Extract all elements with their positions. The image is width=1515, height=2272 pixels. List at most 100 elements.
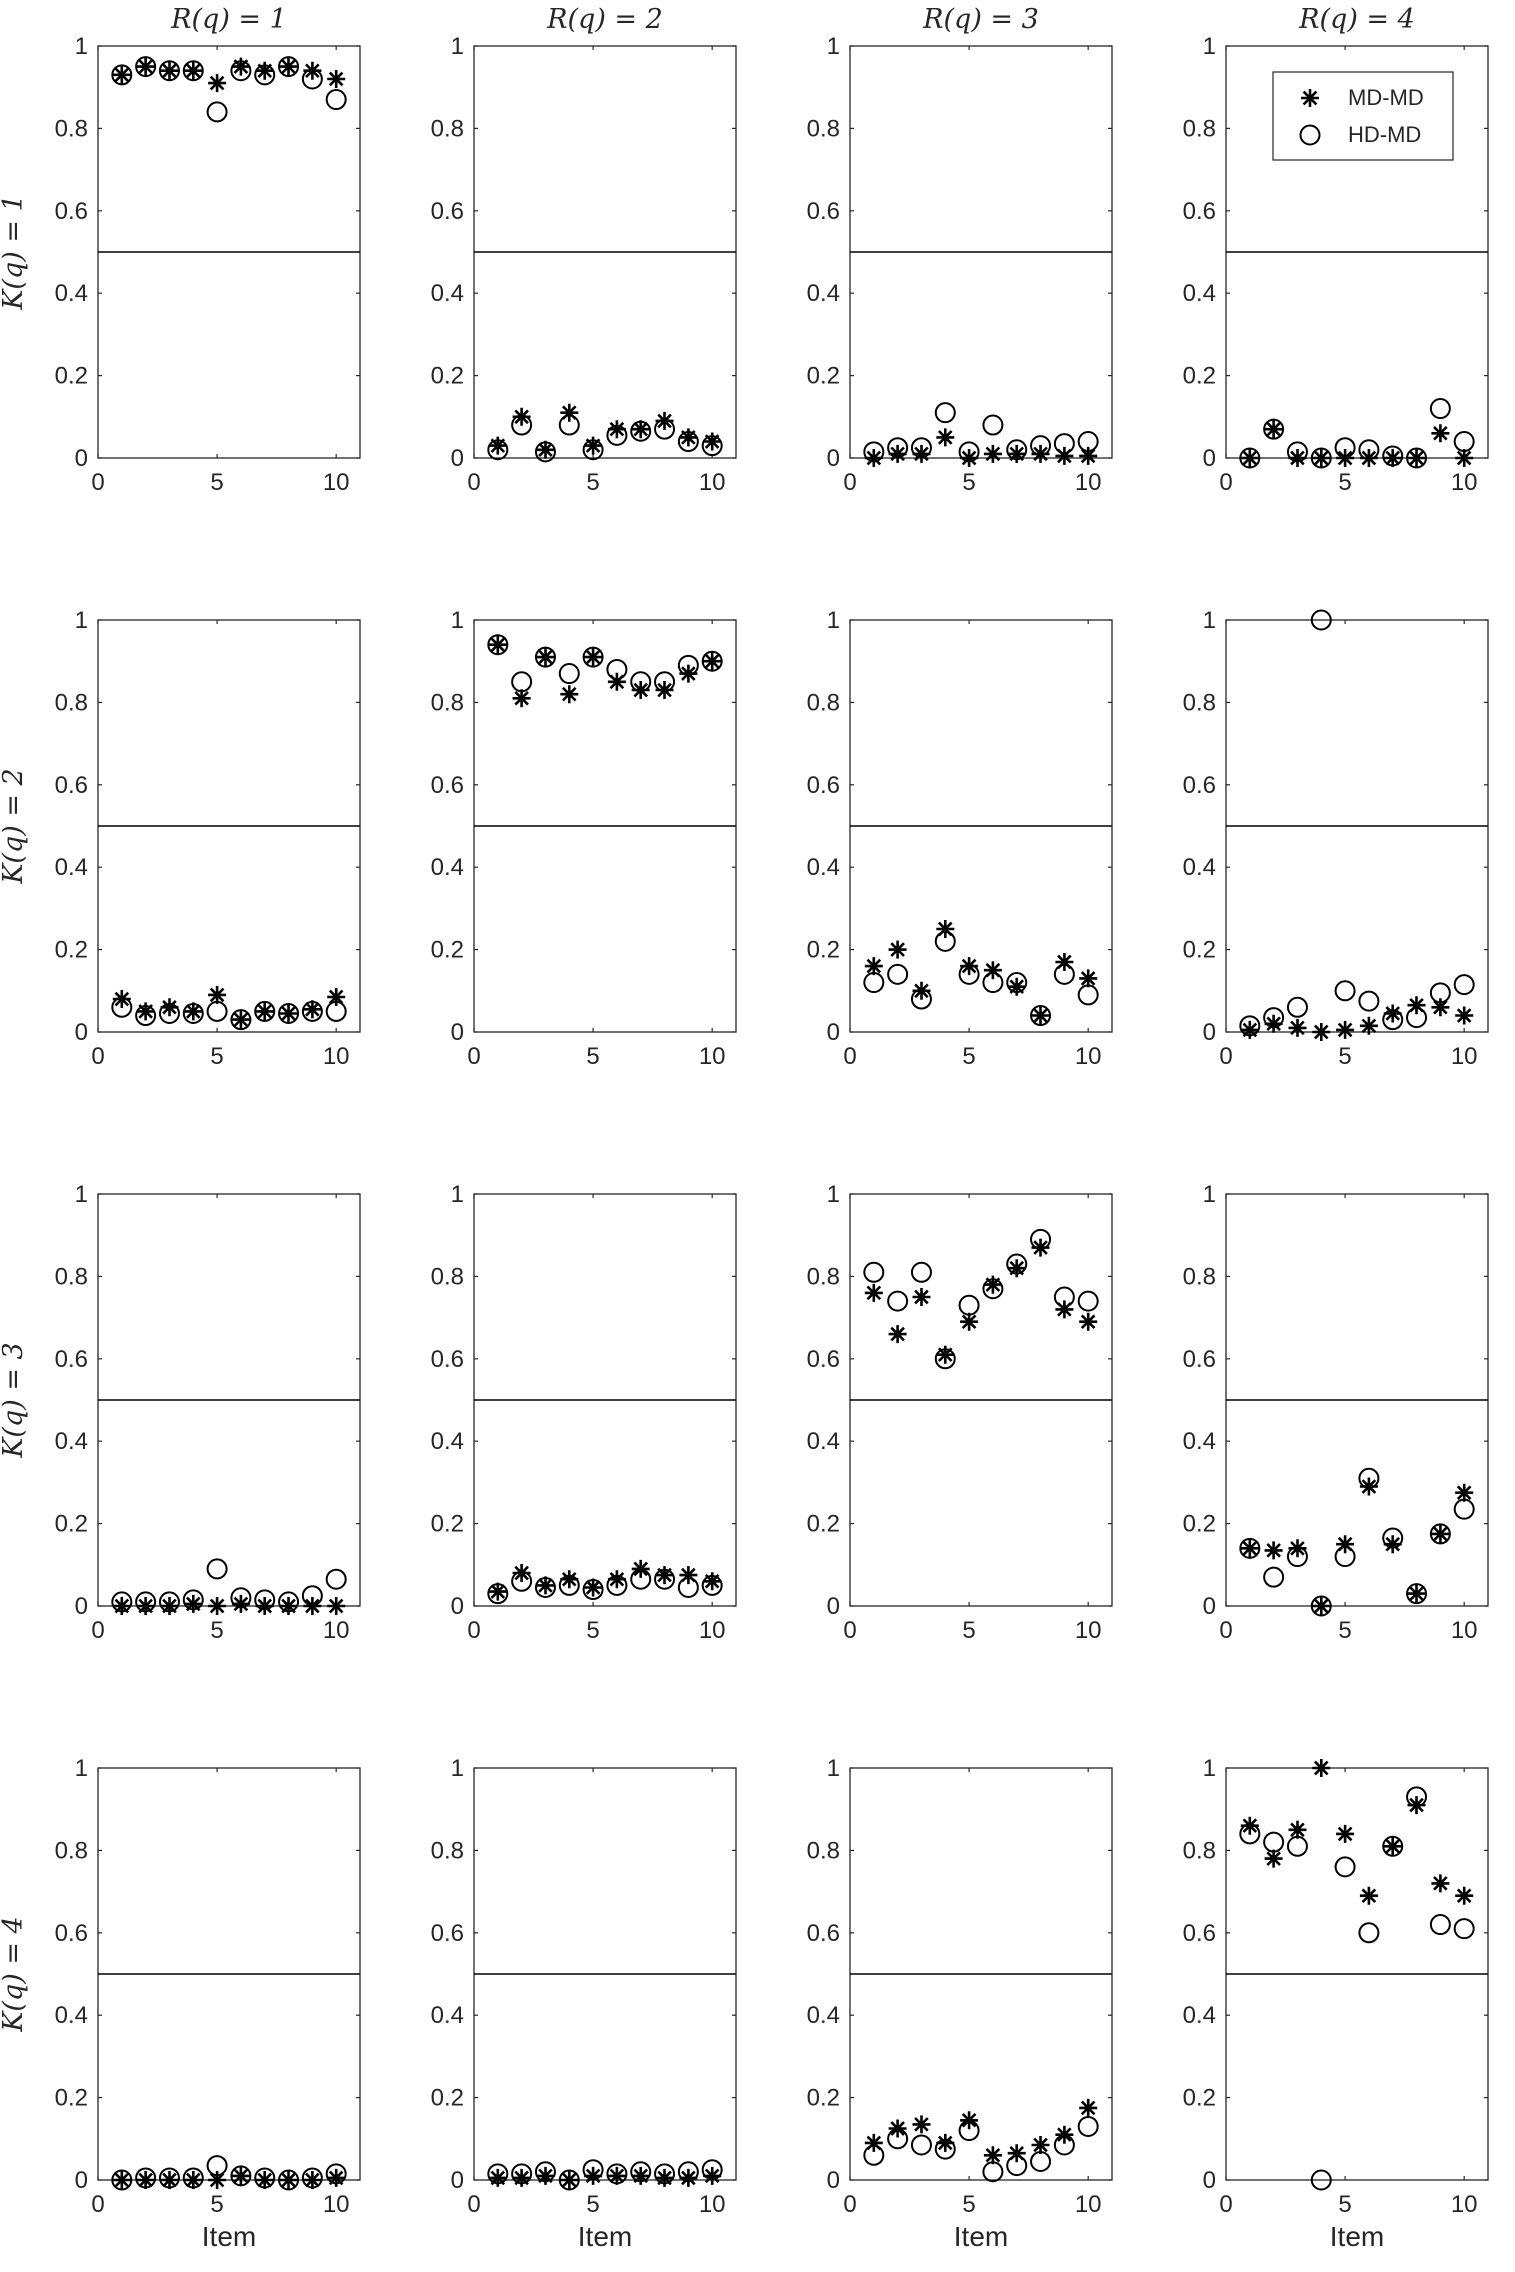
hd-md-point [301, 68, 323, 90]
md-md-point [1240, 1539, 1259, 1558]
panel-r3-c4: 00.20.40.60.810 5 10 [1183, 1181, 1489, 1644]
md-md-point [208, 2171, 227, 2189]
md-md-point [488, 436, 507, 455]
y-tick-label: 0.2 [807, 1511, 840, 1538]
md-md-point [1455, 1483, 1474, 1502]
y-tick-label: 0.2 [431, 937, 464, 964]
hd-md-point [1263, 1007, 1285, 1029]
md-md-point [703, 2166, 722, 2185]
hd-md-point [182, 1002, 204, 1024]
hd-md-point [1453, 974, 1475, 996]
y-tick-label: 0 [75, 2167, 88, 2194]
hd-md-point [487, 634, 509, 656]
x-tick-label: 5 [586, 469, 599, 496]
hd-md-point [1358, 439, 1380, 461]
md-md-point [1264, 1541, 1283, 1560]
md-md-point [1455, 449, 1474, 467]
md-md-point [1031, 1006, 1050, 1025]
hd-md-point [982, 2161, 1004, 2183]
x-tick-label: 10 [323, 1617, 350, 1644]
hd-md-point [1358, 990, 1380, 1012]
hd-md-point [558, 414, 580, 436]
y-tick-label: 0.8 [55, 1263, 88, 1290]
x-tick-label: 0 [843, 2191, 856, 2218]
hd-md-point [301, 1585, 323, 1607]
row-title: K(q) = 2 [0, 768, 29, 885]
x-tick-label: 0 [1219, 469, 1232, 496]
hd-md-point [158, 60, 180, 82]
hd-md-point [206, 101, 228, 123]
y-tick-label: 0.6 [807, 1346, 840, 1373]
md-md-point [888, 444, 907, 463]
md-md-point [112, 2171, 131, 2189]
md-md-point [208, 74, 227, 93]
hd-md-point [677, 2161, 699, 2183]
md-md-point [279, 1004, 298, 1023]
md-md-point [983, 1275, 1002, 1294]
hd-md-point [1334, 1856, 1356, 1878]
md-md-point [560, 403, 579, 422]
md-md-point [936, 428, 955, 447]
md-md-point [584, 436, 603, 455]
hd-md-point [1263, 1566, 1285, 1588]
hd-md-point [887, 963, 909, 985]
hd-md-point [254, 1000, 276, 1022]
md-md-point [1055, 446, 1074, 465]
md-md-point [327, 988, 346, 1006]
x-tick-label: 0 [843, 469, 856, 496]
y-tick-label: 0.4 [55, 854, 88, 881]
md-md-point [1055, 953, 1074, 971]
y-tick-label: 0.2 [807, 363, 840, 390]
hd-md-point [1406, 1786, 1428, 1808]
y-tick-label: 0.6 [807, 772, 840, 799]
hd-md-point [701, 2159, 723, 2181]
hd-md-point [278, 1591, 300, 1613]
panel-r3-c3: 00.20.40.60.810 5 10 [807, 1181, 1113, 1644]
y-tick-label: 0.6 [807, 198, 840, 225]
md-md-point [607, 2166, 626, 2185]
hd-md-point [934, 402, 956, 424]
hd-md-point [1334, 980, 1356, 1002]
md-md-point [1031, 444, 1050, 463]
y-tick-label: 0.8 [807, 1263, 840, 1290]
x-tick-label: 10 [1075, 1617, 1102, 1644]
md-md-point [912, 444, 931, 463]
hd-md-point [934, 1348, 956, 1370]
x-tick-label: 0 [1219, 1617, 1232, 1644]
y-tick-label: 0.6 [55, 1346, 88, 1373]
md-md-point [1455, 1886, 1474, 1905]
md-md-point [1312, 1023, 1331, 1041]
md-md-point [279, 2171, 298, 2189]
md-md-point [488, 635, 507, 654]
y-tick-label: 0 [827, 445, 840, 472]
hd-md-point [1239, 1015, 1261, 1037]
x-tick-label: 5 [1338, 2191, 1351, 2218]
x-tick-label: 0 [91, 1043, 104, 1070]
hd-md-point [1239, 1823, 1261, 1845]
md-md-point [679, 1566, 698, 1585]
hd-md-point [654, 1568, 676, 1590]
hd-md-point [606, 424, 628, 446]
legend: MD-MD HD-MD [1272, 71, 1454, 161]
md-md-point [960, 1312, 979, 1331]
panel-r2-c4: 00.20.40.60.810 5 10 [1183, 607, 1489, 1070]
md-md-point [1383, 449, 1402, 467]
md-md-point [936, 2133, 955, 2152]
hd-md-point [254, 64, 276, 86]
y-tick-label: 0.8 [55, 115, 88, 142]
y-tick-label: 0 [451, 445, 464, 472]
hd-md-point [654, 2163, 676, 2185]
hd-md-point [511, 414, 533, 436]
md-md-point [1264, 1849, 1283, 1868]
y-tick-label: 0.8 [55, 689, 88, 716]
hd-md-point [606, 658, 628, 680]
md-md-point [631, 420, 650, 439]
x-tick-label: 10 [323, 2191, 350, 2218]
md-md-point [607, 1570, 626, 1589]
md-md-point [1288, 449, 1307, 467]
md-md-point [1359, 449, 1378, 467]
column-title: R(q) = 4 [1298, 4, 1415, 35]
hd-md-point [910, 1261, 932, 1283]
md-md-point [888, 940, 907, 959]
hd-md-point [135, 56, 157, 78]
